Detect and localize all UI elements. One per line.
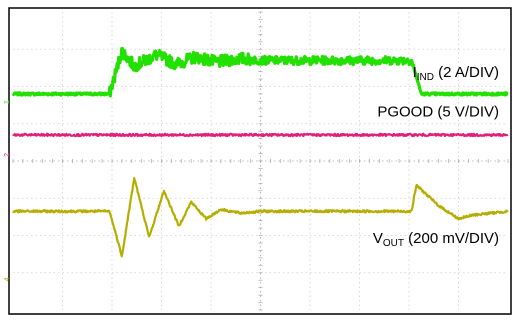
label-subscript: OUT <box>383 238 404 249</box>
trace-pgood <box>12 132 509 138</box>
grid <box>12 11 509 311</box>
trace-vout <box>12 177 509 258</box>
label-rest: (200 mV/DIV) <box>404 230 499 247</box>
traces: 1 2 4 <box>4 46 509 281</box>
label-main: I <box>413 64 417 81</box>
label-pgood: PGOOD (5 V/DIV) <box>377 103 499 120</box>
label-iind: IIND (2 A/DIV) <box>413 64 499 83</box>
channel-marker: 1 <box>4 100 11 104</box>
label-main: PGOOD (5 V/DIV) <box>377 103 499 120</box>
label-main: V <box>373 230 383 247</box>
channel-marker: 4 <box>4 277 11 281</box>
label-subscript: IND <box>417 72 434 83</box>
trace-iind <box>11 46 509 98</box>
channel-marker: 2 <box>4 153 11 157</box>
label-vout: VOUT (200 mV/DIV) <box>373 230 499 249</box>
trace-labels: IIND (2 A/DIV) PGOOD (5 V/DIV) VOUT (200 m… <box>373 64 499 249</box>
label-rest: (2 A/DIV) <box>434 64 499 81</box>
